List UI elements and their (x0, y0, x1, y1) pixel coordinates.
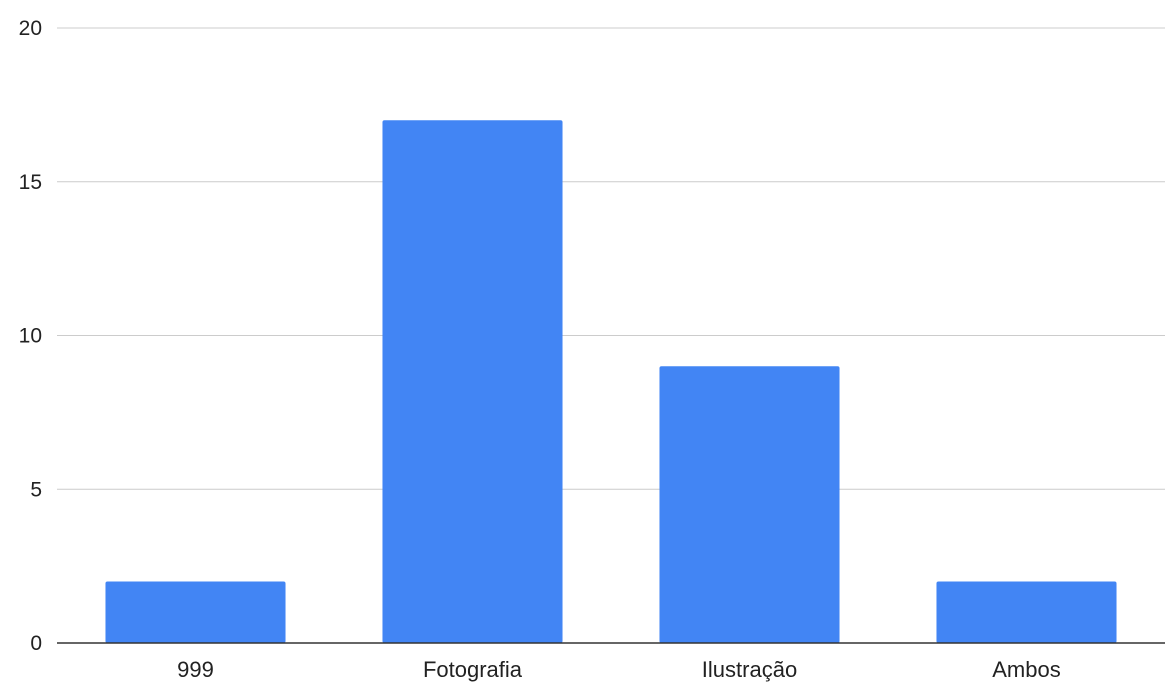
bar (105, 581, 286, 643)
y-tick-label: 10 (19, 325, 42, 348)
x-tick-label: Fotografia (423, 657, 523, 682)
x-tick-label: 999 (177, 657, 214, 682)
y-tick-label: 5 (30, 478, 42, 501)
x-axis-labels: 999 Fotografia Ilustração Ambos (177, 657, 1061, 682)
bar (382, 120, 563, 643)
y-tick-label: 0 (30, 632, 42, 655)
bar (936, 581, 1117, 643)
bar (659, 366, 840, 643)
x-tick-label: Ambos (992, 657, 1060, 682)
y-axis-ticks: 0 5 10 15 20 (19, 17, 42, 655)
bars (105, 120, 1117, 643)
gridlines (57, 27, 1165, 490)
y-tick-label: 20 (19, 17, 42, 40)
x-tick-label: Ilustração (702, 657, 797, 682)
y-tick-label: 15 (19, 171, 42, 194)
